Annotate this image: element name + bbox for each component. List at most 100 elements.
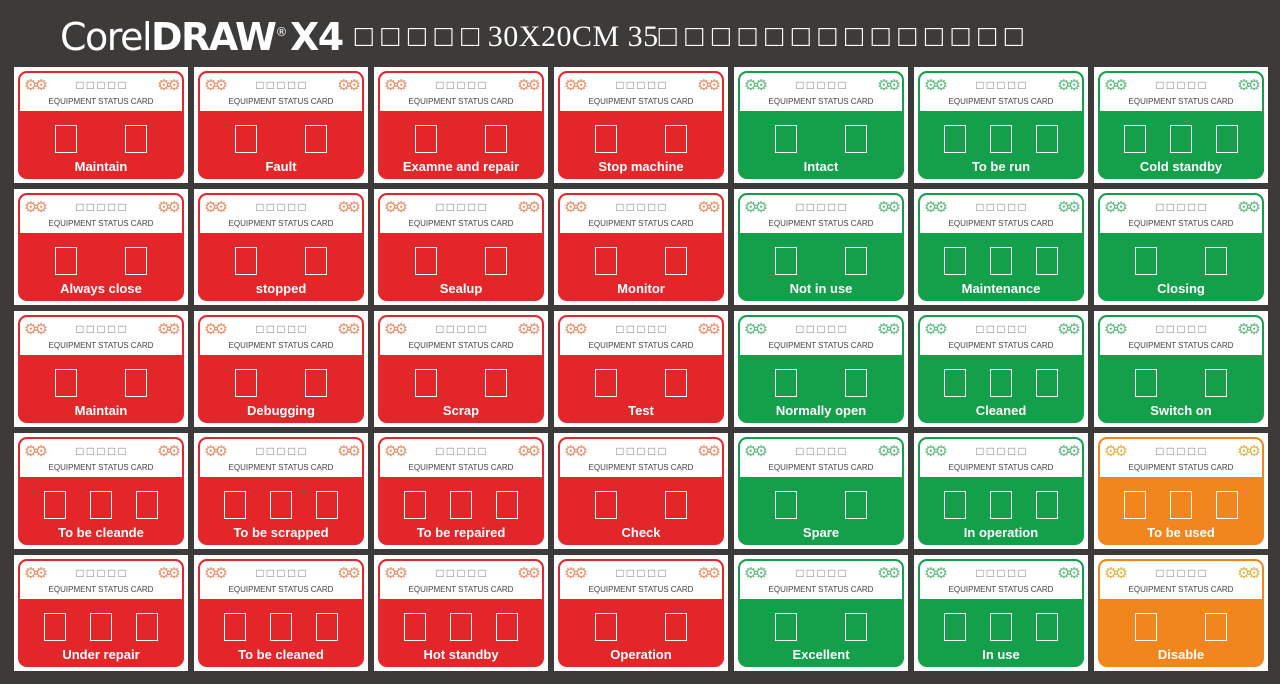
status-card-box <box>1036 125 1058 153</box>
status-card-title: EQUIPMENT STATUS CARD <box>948 97 1054 106</box>
status-card-label: Hot standby <box>423 647 499 662</box>
status-card-body: ⚙⚙ ⚙⚙ □ □ □ □ □ EQUIPMENT STATUS CARD Disabl… <box>1098 559 1264 667</box>
status-card-body: ⚙⚙ ⚙⚙ □ □ □ □ □ EQUIPMENT STATUS CARD Not in… <box>738 193 904 301</box>
gear-icon: ⚙⚙ <box>337 77 361 94</box>
status-card-box <box>665 125 687 153</box>
gear-icon: ⚙⚙ <box>204 565 228 582</box>
status-card-box <box>125 247 147 275</box>
status-card-boxes <box>560 247 722 275</box>
logo-corel: Corel <box>60 15 153 59</box>
status-card-title: EQUIPMENT STATUS CARD <box>48 219 154 228</box>
status-card-body: ⚙⚙ ⚙⚙ □ □ □ □ □ EQUIPMENT STATUS CARD Sealup <box>378 193 544 301</box>
gear-icon: ⚙⚙ <box>204 321 228 338</box>
status-card-box <box>125 369 147 397</box>
status-card-body: ⚙⚙ ⚙⚙ □ □ □ □ □ EQUIPMENT STATUS CARD Operat… <box>558 559 724 667</box>
status-card-boxes <box>560 369 722 397</box>
status-card-title: EQUIPMENT STATUS CARD <box>1128 463 1234 472</box>
status-card-title: EQUIPMENT STATUS CARD <box>48 97 154 106</box>
status-card-box <box>415 247 437 275</box>
status-card-cn-title: □ □ □ □ □ <box>616 200 666 214</box>
status-card-body: ⚙⚙ ⚙⚙ □ □ □ □ □ EQUIPMENT STATUS CARD Closin… <box>1098 193 1264 301</box>
status-card-header: ⚙⚙ ⚙⚙ □ □ □ □ □ EQUIPMENT STATUS CARD <box>380 439 542 477</box>
status-card-box <box>990 613 1012 641</box>
status-card-body: ⚙⚙ ⚙⚙ □ □ □ □ □ EQUIPMENT STATUS CARD Spare <box>738 437 904 545</box>
status-card-label: Disable <box>1157 647 1205 662</box>
status-card-header: ⚙⚙ ⚙⚙ □ □ □ □ □ EQUIPMENT STATUS CARD <box>380 195 542 233</box>
status-card-cn-title: □ □ □ □ □ <box>796 322 846 336</box>
status-card-body: ⚙⚙ ⚙⚙ □ □ □ □ □ EQUIPMENT STATUS CARD Examne… <box>378 71 544 179</box>
gear-icon: ⚙⚙ <box>517 199 541 216</box>
gear-icon: ⚙⚙ <box>1057 199 1081 216</box>
gear-icon: ⚙⚙ <box>157 321 181 338</box>
status-card-label: In operation <box>963 525 1039 540</box>
status-card-boxes <box>920 125 1082 153</box>
status-card: ⚙⚙ ⚙⚙ □ □ □ □ □ EQUIPMENT STATUS CARD Intact <box>734 67 908 183</box>
status-card-body: ⚙⚙ ⚙⚙ □ □ □ □ □ EQUIPMENT STATUS CARD Normal… <box>738 315 904 423</box>
status-card-title: EQUIPMENT STATUS CARD <box>228 585 334 594</box>
status-card-body: ⚙⚙ ⚙⚙ □ □ □ □ □ EQUIPMENT STATUS CARD Under … <box>18 559 184 667</box>
status-card-box <box>485 247 507 275</box>
status-card-header: ⚙⚙ ⚙⚙ □ □ □ □ □ EQUIPMENT STATUS CARD <box>920 195 1082 233</box>
status-card-label: Maintenance <box>961 281 1041 296</box>
gear-icon: ⚙⚙ <box>564 77 588 94</box>
status-card-title: EQUIPMENT STATUS CARD <box>588 219 694 228</box>
status-card: ⚙⚙ ⚙⚙ □ □ □ □ □ EQUIPMENT STATUS CARD Examne… <box>374 67 548 183</box>
status-card-box <box>944 613 966 641</box>
status-card-label: Not in use <box>789 281 853 296</box>
status-card-box <box>1124 491 1146 519</box>
logo-draw: DRAW <box>151 15 277 59</box>
status-card-box <box>1205 247 1227 275</box>
gear-icon: ⚙⚙ <box>1057 321 1081 338</box>
status-card-body: ⚙⚙ ⚙⚙ □ □ □ □ □ EQUIPMENT STATUS CARD In use <box>918 559 1084 667</box>
status-card-box <box>136 491 158 519</box>
status-card: ⚙⚙ ⚙⚙ □ □ □ □ □ EQUIPMENT STATUS CARD Hot st… <box>374 555 548 671</box>
status-card: ⚙⚙ ⚙⚙ □ □ □ □ □ EQUIPMENT STATUS CARD Operat… <box>554 555 728 671</box>
status-card-body: ⚙⚙ ⚙⚙ □ □ □ □ □ EQUIPMENT STATUS CARD To be … <box>18 437 184 545</box>
status-card-box <box>90 613 112 641</box>
status-card: ⚙⚙ ⚙⚙ □ □ □ □ □ EQUIPMENT STATUS CARD Sealup <box>374 189 548 305</box>
gear-icon: ⚙⚙ <box>744 199 768 216</box>
status-card-boxes <box>1100 125 1262 153</box>
status-card-box <box>845 125 867 153</box>
status-card-body: ⚙⚙ ⚙⚙ □ □ □ □ □ EQUIPMENT STATUS CARD To be … <box>918 71 1084 179</box>
status-card-title: EQUIPMENT STATUS CARD <box>228 463 334 472</box>
status-card-box <box>1135 369 1157 397</box>
status-card-box <box>235 369 257 397</box>
status-card-box <box>44 613 66 641</box>
status-card-title: EQUIPMENT STATUS CARD <box>768 219 874 228</box>
gear-icon: ⚙⚙ <box>697 321 721 338</box>
status-card-title: EQUIPMENT STATUS CARD <box>588 585 694 594</box>
status-card-header: ⚙⚙ ⚙⚙ □ □ □ □ □ EQUIPMENT STATUS CARD <box>1100 317 1262 355</box>
status-card-label: In use <box>982 647 1020 662</box>
gear-icon: ⚙⚙ <box>924 443 948 460</box>
status-card: ⚙⚙ ⚙⚙ □ □ □ □ □ EQUIPMENT STATUS CARD Monito… <box>554 189 728 305</box>
status-card-header: ⚙⚙ ⚙⚙ □ □ □ □ □ EQUIPMENT STATUS CARD <box>20 439 182 477</box>
status-card-body: ⚙⚙ ⚙⚙ □ □ □ □ □ EQUIPMENT STATUS CARD Monito… <box>558 193 724 301</box>
gear-icon: ⚙⚙ <box>1104 443 1128 460</box>
status-card-box <box>496 491 518 519</box>
gear-icon: ⚙⚙ <box>204 443 228 460</box>
status-card: ⚙⚙ ⚙⚙ □ □ □ □ □ EQUIPMENT STATUS CARD In ope… <box>914 433 1088 549</box>
status-card: ⚙⚙ ⚙⚙ □ □ □ □ □ EQUIPMENT STATUS CARD Cleane… <box>914 311 1088 427</box>
status-card-cn-title: □ □ □ □ □ <box>76 200 126 214</box>
status-card-box <box>1170 491 1192 519</box>
status-card-label: Excellent <box>792 647 850 662</box>
status-card-boxes <box>920 247 1082 275</box>
status-card-cn-title: □ □ □ □ □ <box>976 78 1026 92</box>
status-card-title: EQUIPMENT STATUS CARD <box>408 219 514 228</box>
status-card-body: ⚙⚙ ⚙⚙ □ □ □ □ □ EQUIPMENT STATUS CARD Debugg… <box>198 315 364 423</box>
status-card-box <box>450 613 472 641</box>
gear-icon: ⚙⚙ <box>157 77 181 94</box>
status-card-box <box>316 491 338 519</box>
status-card-box <box>990 369 1012 397</box>
status-card-body: ⚙⚙ ⚙⚙ □ □ □ □ □ EQUIPMENT STATUS CARD Check <box>558 437 724 545</box>
status-card-title: EQUIPMENT STATUS CARD <box>588 463 694 472</box>
gear-icon: ⚙⚙ <box>924 199 948 216</box>
status-card-label: To be scrapped <box>233 525 329 540</box>
status-card-title: EQUIPMENT STATUS CARD <box>1128 585 1234 594</box>
status-card-box <box>270 613 292 641</box>
status-card-body: ⚙⚙ ⚙⚙ □ □ □ □ □ EQUIPMENT STATUS CARD Cold s… <box>1098 71 1264 179</box>
status-card-header: ⚙⚙ ⚙⚙ □ □ □ □ □ EQUIPMENT STATUS CARD <box>920 439 1082 477</box>
status-card-label: stopped <box>255 281 307 296</box>
status-card-cn-title: □ □ □ □ □ <box>436 322 486 336</box>
